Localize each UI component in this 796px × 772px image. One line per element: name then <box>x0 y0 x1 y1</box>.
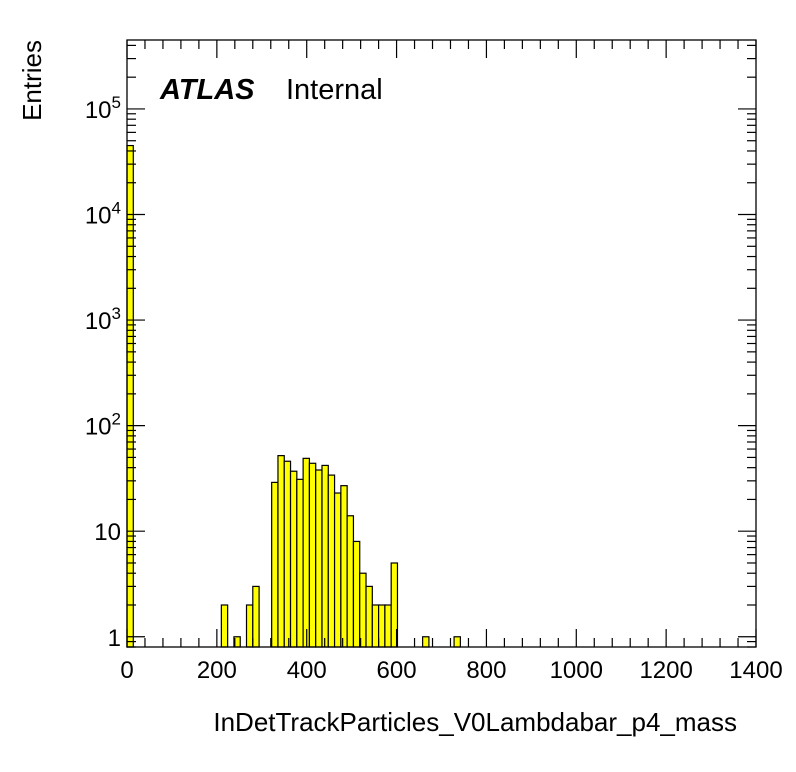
histogram-bar <box>289 470 298 648</box>
y-tick-label: 102 <box>85 410 121 441</box>
histogram-bar <box>126 144 134 648</box>
y-axis-ticks <box>127 44 756 648</box>
histogram-bar <box>327 474 336 648</box>
histogram-bar <box>296 478 304 648</box>
histogram-bar <box>245 604 254 648</box>
x-tick-label: 1400 <box>729 657 782 684</box>
x-axis-tick-labels: 0 200 400 600 800 1000 1200 1400 <box>120 657 782 684</box>
histogram-bar <box>422 636 430 648</box>
x-axis-title: InDetTrackParticles_V0Lambdabar_p4_mass <box>213 707 737 737</box>
histogram-bar <box>283 460 292 648</box>
y-axis-title: Entries <box>17 40 47 121</box>
histogram-bars <box>126 144 461 648</box>
x-tick-label: 600 <box>377 657 417 684</box>
histogram-bar <box>346 515 355 648</box>
internal-label: Internal <box>286 74 383 106</box>
x-tick-label: 1000 <box>550 657 603 684</box>
histogram-bar <box>352 540 361 648</box>
histogram-bar <box>359 572 367 648</box>
histogram-bar <box>271 481 279 648</box>
histogram-bar <box>333 492 342 648</box>
histogram-bar <box>365 585 373 648</box>
x-tick-label: 400 <box>287 657 327 684</box>
histogram-bar <box>371 604 380 648</box>
y-tick-label: 105 <box>85 93 121 124</box>
y-tick-label: 10 <box>94 519 121 546</box>
histogram-bar <box>220 604 229 648</box>
histogram-bar <box>308 462 317 648</box>
histogram-bar <box>302 457 311 648</box>
histogram-bar <box>315 469 323 648</box>
x-tick-label: 200 <box>197 657 237 684</box>
histogram-bar <box>321 464 329 648</box>
x-tick-label: 0 <box>120 657 133 684</box>
histogram-bar <box>384 604 392 648</box>
histogram-bar <box>378 604 386 648</box>
histogram-bar <box>340 485 348 648</box>
y-tick-label: 104 <box>85 199 121 230</box>
x-tick-label: 1200 <box>639 657 692 684</box>
y-axis-tick-labels: 1 10 102 103 104 105 <box>85 93 121 652</box>
y-tick-label: 1 <box>108 625 121 652</box>
atlas-label: ATLAS <box>159 74 255 106</box>
histogram-bar <box>252 585 260 648</box>
plot-frame <box>126 39 757 648</box>
y-tick-label: 103 <box>85 304 121 335</box>
histogram-bar <box>277 455 285 648</box>
histogram-bar <box>453 636 461 648</box>
x-axis-ticks <box>126 40 757 647</box>
x-tick-label: 800 <box>466 657 506 684</box>
